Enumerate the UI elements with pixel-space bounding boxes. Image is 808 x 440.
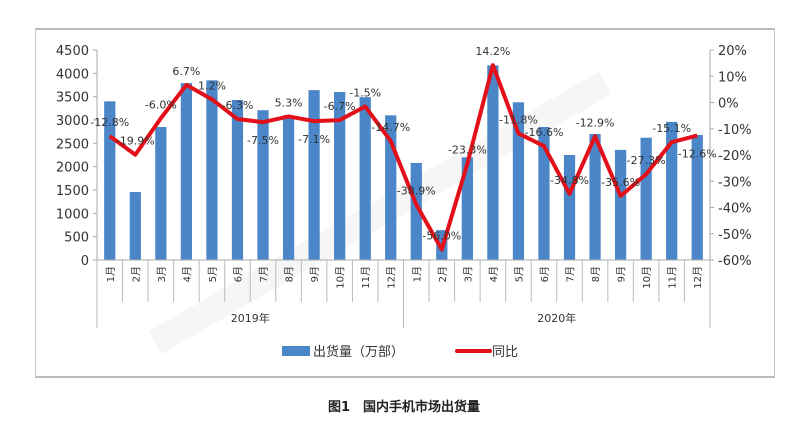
legend-line-label: 同比 — [492, 345, 518, 360]
bar — [487, 65, 499, 261]
data-label: 1.2% — [198, 79, 226, 92]
data-label: 5.3% — [275, 96, 303, 109]
data-label: -38.9% — [397, 185, 436, 198]
category-label: 9月 — [616, 266, 628, 282]
bar — [104, 101, 116, 260]
right-tick-label: -40% — [718, 202, 752, 217]
category-label: 4月 — [181, 266, 193, 282]
legend-bar-swatch — [282, 346, 310, 356]
category-label: 10月 — [335, 266, 347, 289]
left-tick-label: 3500 — [56, 91, 89, 106]
left-tick-label: 2500 — [56, 137, 89, 152]
category-label: 3月 — [462, 266, 474, 282]
category-label: 12月 — [386, 266, 398, 289]
data-label: -16.6% — [525, 126, 564, 139]
category-label: 8月 — [590, 266, 602, 282]
data-label: -12.8% — [90, 116, 129, 129]
left-tick-label: 1000 — [56, 207, 89, 222]
data-label: -23.3% — [448, 144, 487, 157]
data-label: -7.5% — [247, 134, 279, 147]
category-label: 5月 — [207, 266, 219, 282]
data-label: -1.5% — [349, 86, 381, 99]
bar — [640, 137, 652, 260]
data-label: -7.1% — [298, 133, 330, 146]
data-label: -12.9% — [576, 116, 615, 129]
bar — [206, 80, 218, 260]
right-tick-label: 10% — [718, 70, 747, 85]
category-label: 7月 — [258, 266, 270, 282]
chart-frame — [35, 28, 775, 378]
bar — [589, 134, 601, 260]
bar — [282, 115, 295, 260]
chart-caption: 图1 国内手机市场出货量 — [327, 400, 481, 415]
category-label: 6月 — [232, 266, 244, 282]
category-label: 4月 — [488, 266, 500, 282]
left-tick-label: 500 — [64, 231, 89, 246]
left-tick-label: 3000 — [56, 114, 89, 129]
category-label: 9月 — [309, 266, 321, 282]
category-label: 7月 — [565, 266, 577, 282]
data-label: -27.3% — [627, 154, 666, 167]
data-label: -34.8% — [550, 174, 589, 187]
category-label: 1月 — [411, 266, 423, 282]
data-label: 6.7% — [172, 65, 200, 78]
category-label: 2月 — [130, 266, 142, 282]
bar — [385, 115, 397, 260]
left-tick-label: 4500 — [56, 44, 89, 59]
yoy-line — [108, 63, 698, 252]
category-label: 12月 — [692, 266, 704, 289]
bar — [359, 97, 371, 260]
right-tick-label: -20% — [718, 149, 752, 164]
bar — [614, 149, 627, 260]
data-label: -56.0% — [422, 230, 461, 243]
legend-bar-label: 出货量（万部） — [313, 344, 404, 360]
bar — [410, 162, 422, 260]
right-tick-label: 20% — [718, 44, 747, 59]
bar — [563, 155, 576, 260]
right-tick-label: 0% — [718, 97, 739, 112]
bar — [180, 83, 193, 260]
data-label: -12.6% — [678, 148, 717, 161]
bar — [129, 192, 141, 260]
bar — [538, 127, 550, 260]
bar — [231, 99, 244, 260]
bar — [334, 92, 346, 260]
bar — [691, 134, 703, 260]
bar — [666, 121, 678, 260]
left-tick-label: 0 — [81, 254, 89, 269]
category-label: 5月 — [513, 266, 525, 282]
left-tick-label: 2000 — [56, 161, 89, 176]
data-label: -6.3% — [222, 99, 254, 112]
right-tick-label: -30% — [718, 175, 752, 190]
bar — [257, 110, 269, 260]
category-label: 11月 — [667, 266, 679, 289]
left-tick-label: 1500 — [56, 184, 89, 199]
data-label: -15.1% — [652, 122, 691, 135]
right-tick-label: -50% — [718, 228, 752, 243]
data-label: -6.0% — [145, 98, 177, 111]
right-tick-label: -10% — [718, 123, 752, 138]
data-label: -35.6% — [601, 176, 640, 189]
data-label: -11.8% — [499, 113, 538, 126]
data-label: -19.9% — [116, 135, 155, 148]
bar — [308, 90, 320, 260]
right-tick-label: -60% — [718, 254, 752, 269]
data-label: -14.7% — [371, 121, 410, 134]
data-label: -6.7% — [324, 100, 356, 113]
group-label: 2020年 — [537, 311, 576, 325]
bar — [461, 157, 473, 260]
category-label: 8月 — [284, 266, 296, 282]
category-label: 2月 — [437, 266, 449, 282]
data-label: 14.2% — [475, 45, 510, 58]
category-label: 1月 — [105, 266, 117, 282]
group-label: 2019年 — [231, 311, 270, 325]
bar — [512, 102, 525, 261]
category-label: 3月 — [156, 266, 168, 282]
category-label: 11月 — [360, 266, 372, 289]
left-tick-label: 4000 — [56, 67, 89, 82]
category-label: 6月 — [539, 266, 551, 282]
bar — [155, 127, 167, 260]
category-label: 10月 — [641, 266, 653, 289]
